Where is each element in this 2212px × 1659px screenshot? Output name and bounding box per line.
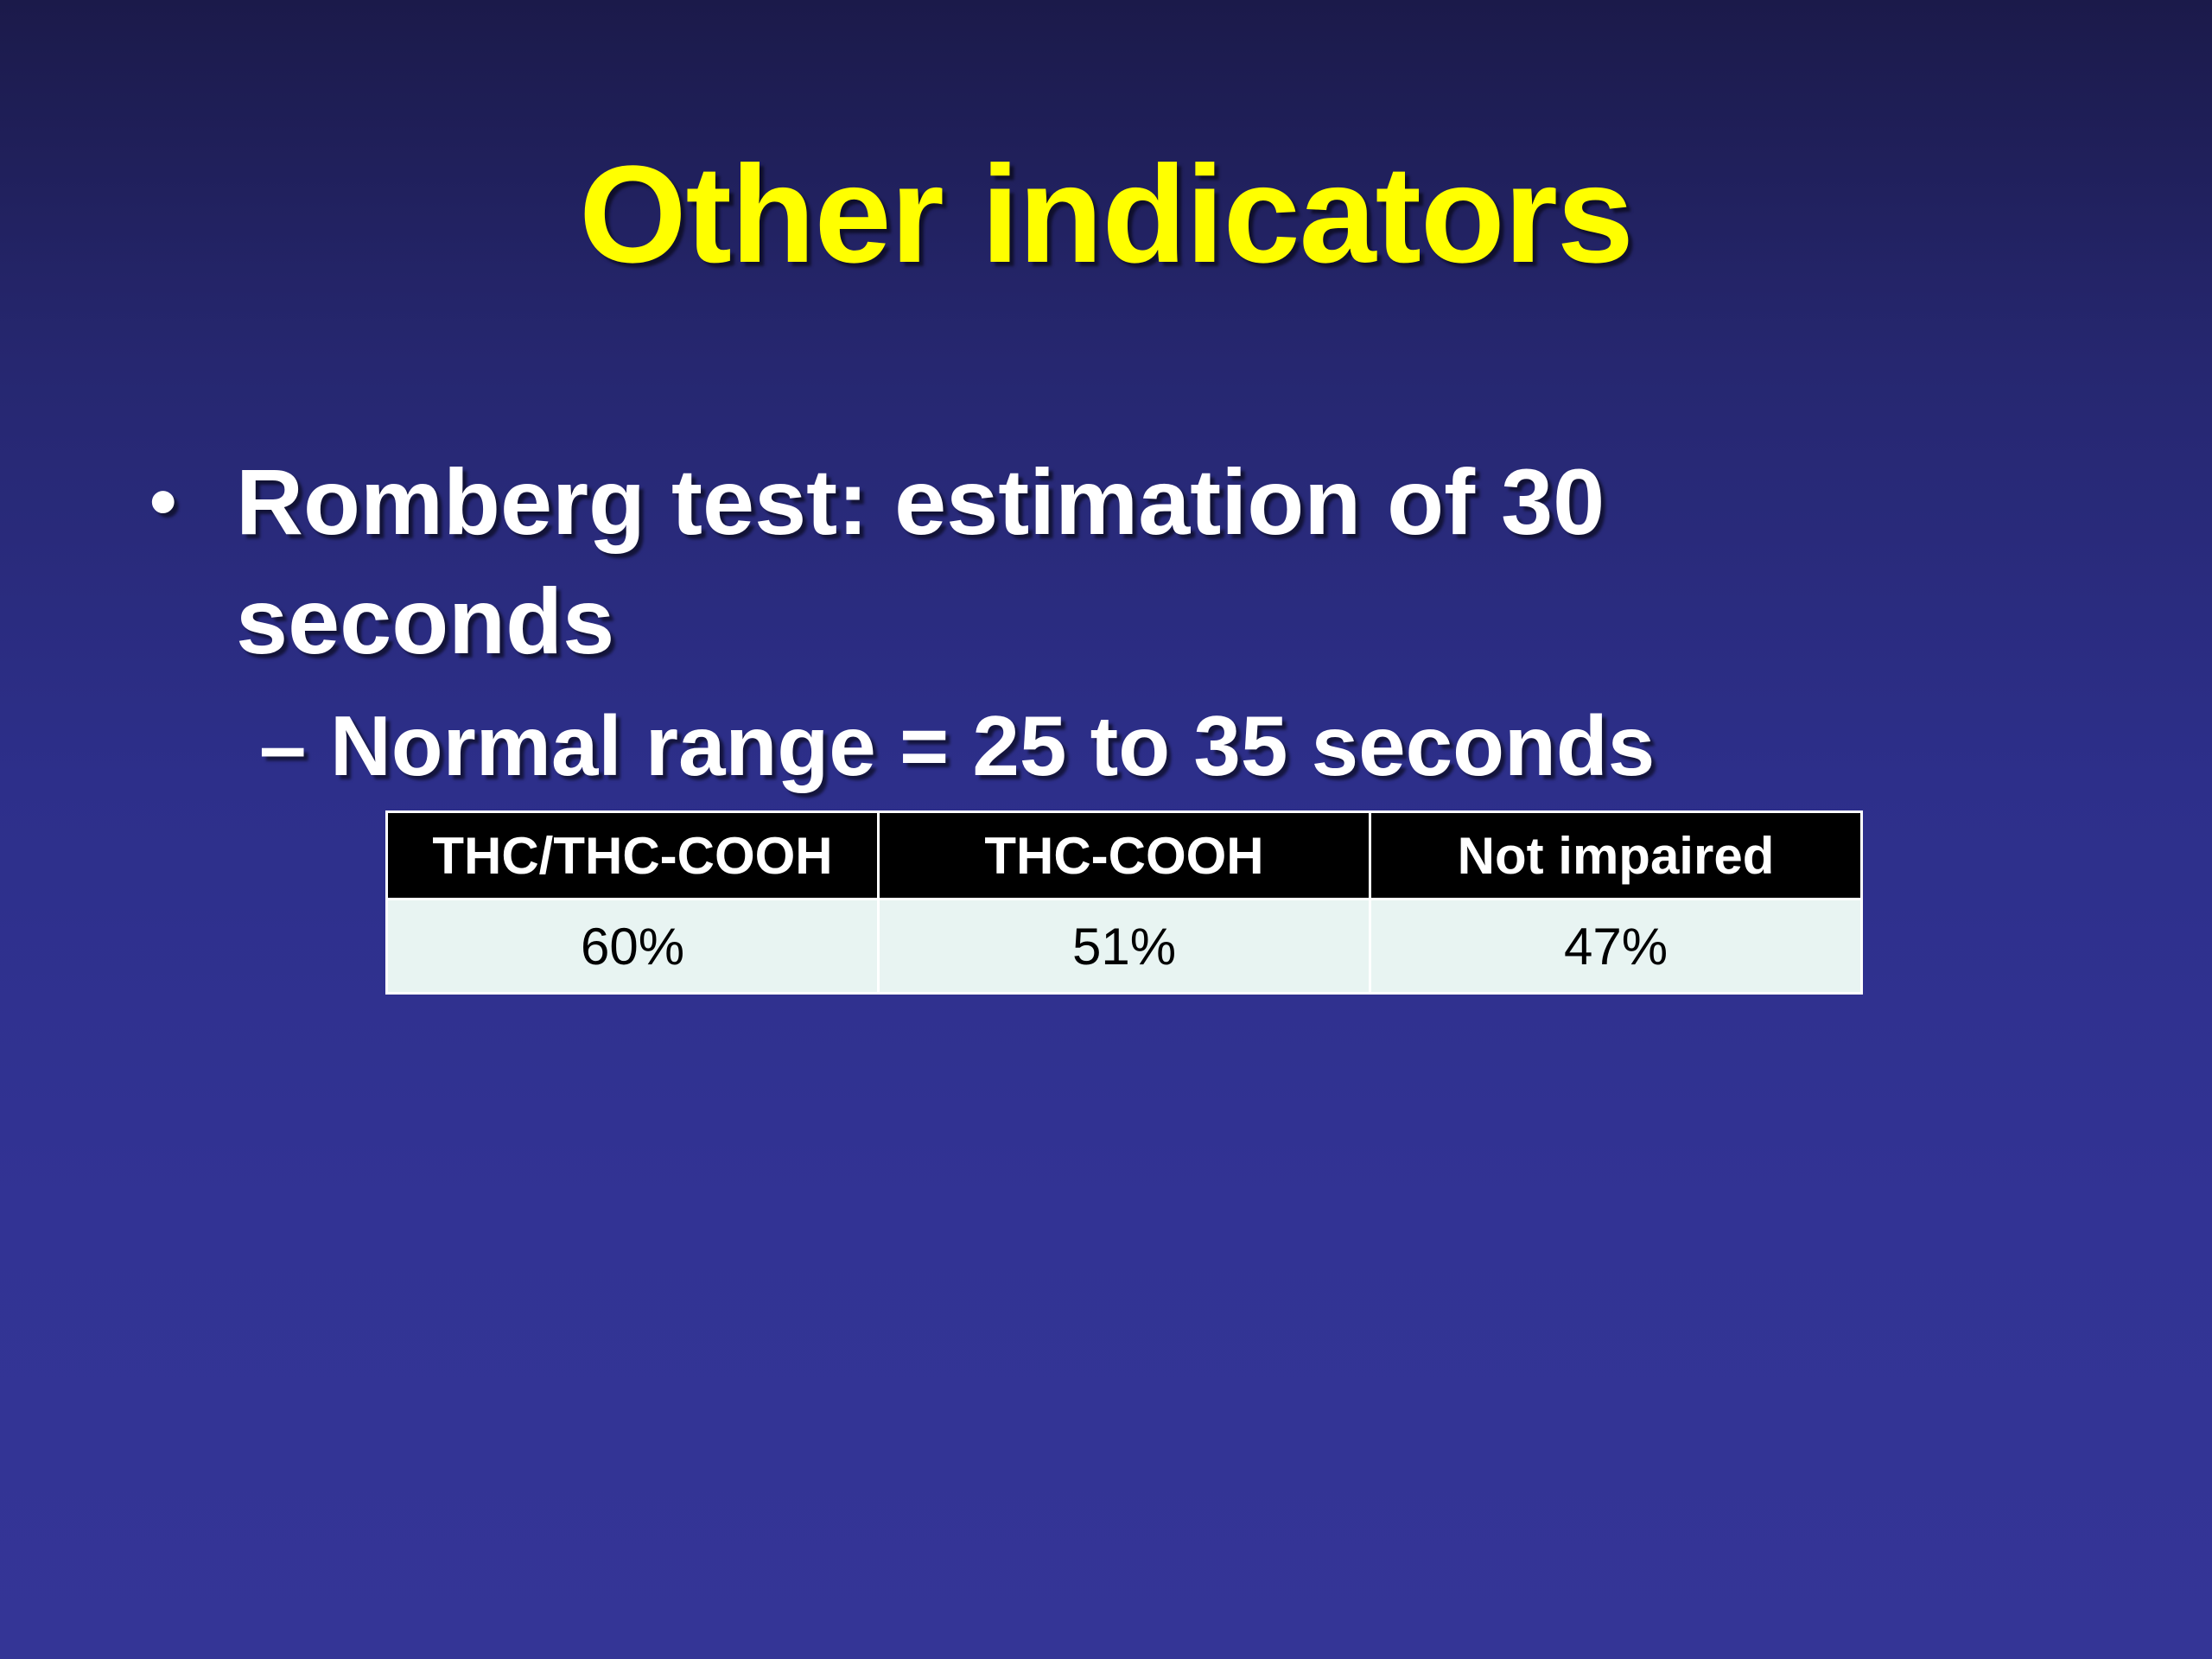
slide-title: Other indicators — [579, 137, 1634, 291]
bullet-marker: • — [149, 459, 177, 545]
table-row: 60% 51% 47% — [385, 898, 1863, 995]
subbullet-marker: – — [259, 698, 307, 793]
bullet-text: Romberg test: estimation of 30 seconds — [236, 449, 1605, 673]
table-header-cell: THC/THC-COOH — [385, 810, 880, 900]
table-cell: 51% — [877, 898, 1371, 995]
table-cell: 60% — [385, 898, 880, 995]
results-table: THC/THC-COOH THC-COOH Not impaired 60% 5… — [385, 810, 1863, 995]
table-cell: 47% — [1369, 898, 1863, 995]
table-header-row: THC/THC-COOH THC-COOH Not impaired — [385, 810, 1863, 900]
table-header-cell: Not impaired — [1369, 810, 1863, 900]
table-header-cell: THC-COOH — [877, 810, 1371, 900]
subbullet-item: – Normal range = 25 to 35 seconds — [259, 690, 1901, 802]
subbullet-text: Normal range = 25 to 35 seconds — [330, 698, 1656, 793]
